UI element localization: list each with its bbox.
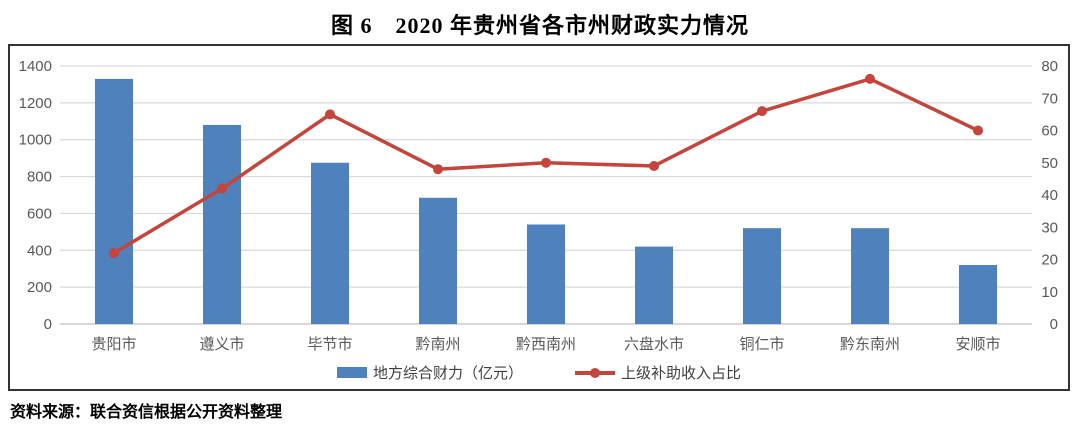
right-axis-tick-label: 10 — [1041, 284, 1058, 301]
category-label: 铜仁市 — [739, 336, 784, 353]
chart-plot: 0 200 400 600 800 1000 1200 1400 0 10 20 30 40 50 60 70… — [19, 58, 1058, 353]
category-label: 遵义市 — [199, 335, 244, 353]
category-label: 六盘水市 — [624, 335, 684, 353]
bar — [527, 224, 565, 324]
chart-title: 图 6 2020 年贵州省各市州财政实力情况 — [330, 13, 749, 38]
line-marker — [541, 157, 551, 168]
legend-item-bar-series: 地方综合财力（亿元） — [336, 362, 523, 383]
left-axis-tick-label: 1400 — [19, 58, 52, 75]
line-marker — [433, 164, 443, 175]
right-axis-tick-label: 40 — [1041, 187, 1058, 204]
left-axis-tick-label: 800 — [27, 169, 52, 186]
right-axis-tick-label: 60 — [1041, 123, 1058, 140]
left-axis-tick-label: 200 — [27, 279, 52, 296]
category-label: 毕节市 — [307, 336, 352, 353]
left-axis-tick-label: 0 — [44, 316, 52, 333]
chart-area: 0 200 400 600 800 1000 1200 1400 0 10 20 30 40 50 60 70… — [8, 44, 1070, 391]
bar — [203, 124, 241, 324]
category-label: 黔南州 — [415, 336, 460, 353]
line-marker — [865, 73, 875, 84]
bar — [311, 162, 349, 324]
right-axis-tick-label: 30 — [1041, 219, 1058, 236]
source-note: 资料来源：联合资信根据公开资料整理 — [10, 404, 283, 421]
legend-label-line-series: 上级补助收入占比 — [621, 365, 742, 382]
line-marker — [649, 160, 659, 171]
bar — [851, 228, 889, 324]
bar — [959, 265, 997, 324]
line-marker — [757, 106, 767, 117]
right-axis-tick-label: 0 — [1050, 316, 1058, 333]
line-series-swatch-icon — [575, 367, 615, 378]
category-label: 黔西南州 — [516, 336, 576, 353]
bar — [635, 246, 673, 324]
line-marker — [325, 109, 335, 120]
category-label: 安顺市 — [955, 336, 1000, 353]
line-marker-icon — [590, 367, 600, 378]
bar — [419, 197, 457, 324]
left-axis-tick-label: 400 — [27, 242, 52, 259]
category-label: 黔东南州 — [840, 336, 900, 353]
left-axis-tick-label: 600 — [27, 205, 52, 222]
right-axis-tick-label: 20 — [1041, 252, 1058, 269]
line-marker — [217, 183, 227, 194]
right-axis-tick-label: 50 — [1041, 155, 1058, 172]
bar-series-swatch-icon — [336, 367, 367, 378]
chart-legend: 地方综合财力（亿元） 上级补助收入占比 — [10, 362, 1068, 383]
line-marker — [973, 125, 983, 136]
legend-item-line-series: 上级补助收入占比 — [575, 362, 741, 383]
left-axis-tick-label: 1200 — [19, 95, 52, 112]
bar — [95, 78, 133, 325]
line-marker — [109, 248, 119, 259]
right-axis-tick-label: 70 — [1041, 90, 1058, 107]
category-label: 贵阳市 — [91, 336, 136, 353]
left-axis-tick-label: 1000 — [19, 132, 52, 149]
bar — [743, 228, 781, 324]
right-axis-tick-label: 80 — [1041, 58, 1058, 75]
legend-label-bar-series: 地方综合财力（亿元） — [372, 365, 523, 382]
